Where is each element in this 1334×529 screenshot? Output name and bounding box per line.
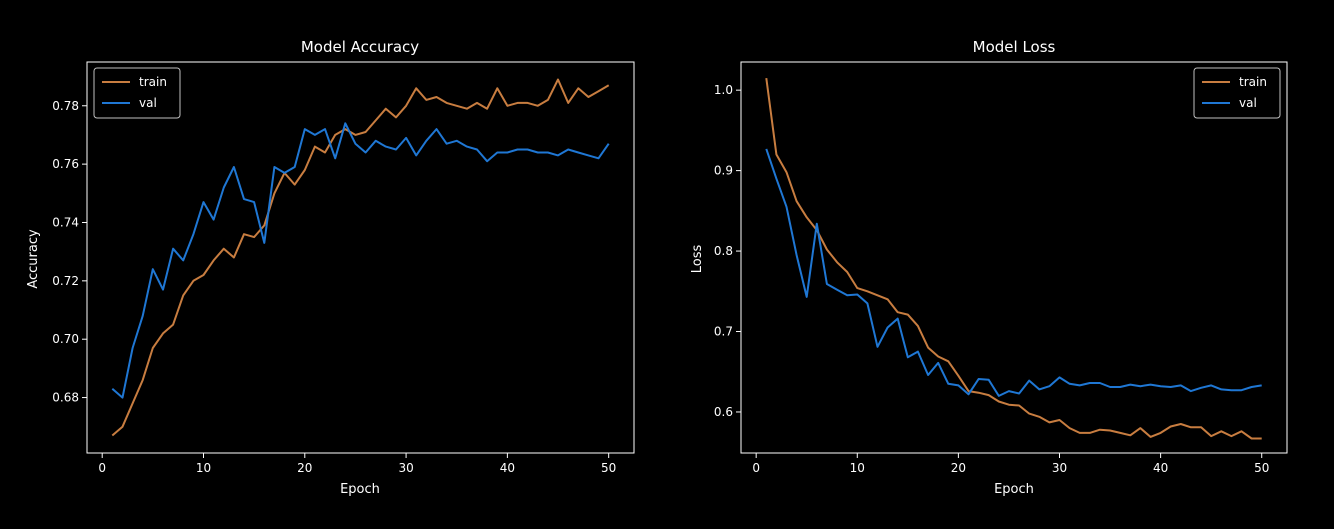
accuracy-x-tick-label: 20: [297, 461, 312, 475]
loss-y-tick-label: 0.9: [714, 164, 733, 178]
loss-series-val-line: [765, 148, 1262, 397]
accuracy-legend-label-train: train: [139, 75, 167, 89]
accuracy-chart-title: Model Accuracy: [301, 38, 419, 56]
loss-legend: train val: [1193, 67, 1281, 119]
accuracy-x-tick-label: 40: [500, 461, 515, 475]
loss-legend-label-val: val: [1239, 96, 1257, 110]
loss-x-tick-label: 20: [951, 461, 966, 475]
loss-series-train-line: [765, 77, 1262, 440]
loss-series: [765, 77, 1262, 440]
loss-y-tick-label: 0.7: [714, 325, 733, 339]
loss-ticks: 0 10 20 30 40 50 0.6 0.7 0.8 0.9 1.0: [714, 83, 1269, 475]
loss-legend-box: [1193, 67, 1281, 119]
accuracy-legend-box: [93, 67, 181, 119]
accuracy-y-tick-label: 0.76: [52, 157, 79, 171]
accuracy-y-tick-label: 0.72: [52, 274, 79, 288]
loss-x-tick-label: 30: [1052, 461, 1067, 475]
accuracy-legend-label-val: val: [139, 96, 157, 110]
accuracy-legend: train val: [93, 67, 181, 119]
accuracy-y-tick-label: 0.68: [52, 391, 79, 405]
loss-chart: Model Loss Epoch Loss 0 10 20 30 40 500.60.70…: [690, 38, 1288, 497]
loss-x-tick-label: 50: [1254, 461, 1269, 475]
loss-x-axis-label: Epoch: [994, 482, 1034, 497]
loss-y-axis-label: Loss: [690, 245, 705, 274]
accuracy-series-train-line: [111, 78, 610, 437]
loss-plot-frame: [740, 61, 1288, 454]
accuracy-x-tick-label: 0: [98, 461, 106, 475]
loss-chart-title: Model Loss: [973, 38, 1056, 56]
loss-x-tick-label: 0: [752, 461, 760, 475]
accuracy-x-tick-label: 50: [601, 461, 616, 475]
loss-x-tick-label: 10: [850, 461, 865, 475]
accuracy-ticks: 0 10 20 30 40 50 0.68 0.70 0.72 0.74 0.76 0.78: [52, 99, 616, 475]
accuracy-x-tick-label: 10: [196, 461, 211, 475]
accuracy-series-val-line: [111, 122, 610, 399]
accuracy-x-axis-label: Epoch: [340, 482, 380, 497]
loss-y-tick-label: 0.8: [714, 244, 733, 258]
loss-y-tick-label: 1.0: [714, 83, 733, 97]
accuracy-x-tick-label: 30: [398, 461, 413, 475]
loss-x-tick-label: 40: [1153, 461, 1168, 475]
accuracy-plot-frame: [86, 61, 635, 454]
loss-y-tick-label: 0.6: [714, 405, 733, 419]
accuracy-y-tick-label: 0.74: [52, 215, 79, 229]
accuracy-chart: Model Accuracy Epoch Accuracy 0 10 20 30 40 5…: [26, 38, 635, 497]
accuracy-y-axis-label: Accuracy: [26, 229, 41, 289]
accuracy-y-tick-label: 0.78: [52, 99, 79, 113]
loss-legend-label-train: train: [1239, 75, 1267, 89]
accuracy-y-tick-label: 0.70: [52, 332, 79, 346]
accuracy-series: [111, 78, 610, 437]
